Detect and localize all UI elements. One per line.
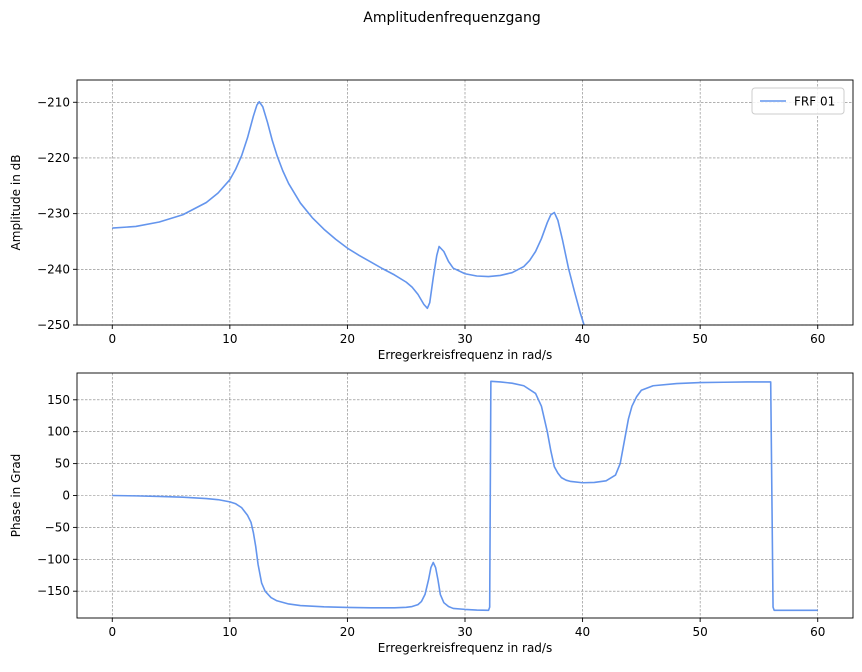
y-tick-label: 100	[47, 425, 70, 439]
y-axis-label: Phase in Grad	[9, 454, 23, 538]
x-tick-label: 40	[575, 625, 590, 639]
x-tick-label: 0	[108, 625, 116, 639]
legend-label: FRF 01	[794, 95, 835, 109]
plots: 0 10 20 30 40 50 60 −250 −240 −230 −220 −210 Erreger…	[9, 79, 854, 655]
y-tick-label: −210	[37, 95, 70, 109]
y-tick-label: −240	[37, 262, 70, 276]
axes-1: 0 10 20 30 40 50 60 −250 −240 −230 −220 −210 Erreger…	[9, 79, 854, 362]
figure-title: Amplitudenfrequenzgang	[363, 10, 540, 26]
y-tick-label: 150	[47, 393, 70, 407]
x-tick-label: 20	[340, 625, 355, 639]
x-tick-label: 0	[108, 332, 116, 346]
y-tick-label: −100	[37, 552, 70, 566]
y-tick-label: −50	[45, 520, 70, 534]
y-axis-label: Amplitude in dB	[9, 155, 23, 251]
y-tick-label: −230	[37, 207, 70, 221]
y-tick-label: −220	[37, 151, 70, 165]
x-tick-label: 60	[810, 625, 825, 639]
series-line-1	[112, 100, 585, 325]
x-tick-label: 30	[457, 332, 472, 346]
x-tick-label: 20	[340, 332, 355, 346]
y-tick-label: −250	[37, 318, 70, 332]
x-tick-label: 40	[575, 332, 590, 346]
x-tick-label: 50	[693, 332, 708, 346]
x-tick-label: 10	[222, 332, 237, 346]
y-tick-label: −150	[37, 584, 70, 598]
axes-2: 0 10 20 30 40 50 60 −150 −100 −50 0 50 100 150 Erreger…	[9, 372, 854, 655]
x-axis-label: Erregerkreisfrequenz in rad/s	[378, 348, 552, 362]
x-tick-label: 30	[457, 625, 472, 639]
legend-box	[751, 87, 845, 115]
series-line-1	[112, 380, 818, 612]
x-tick-label: 50	[693, 625, 708, 639]
x-axis-label: Erregerkreisfrequenz in rad/s	[378, 641, 552, 655]
y-tick-label: 0	[62, 489, 70, 503]
x-tick-label: 60	[810, 332, 825, 346]
x-tick-label: 10	[222, 625, 237, 639]
legend: FRF 01	[751, 87, 845, 115]
y-tick-label: 50	[55, 457, 70, 471]
